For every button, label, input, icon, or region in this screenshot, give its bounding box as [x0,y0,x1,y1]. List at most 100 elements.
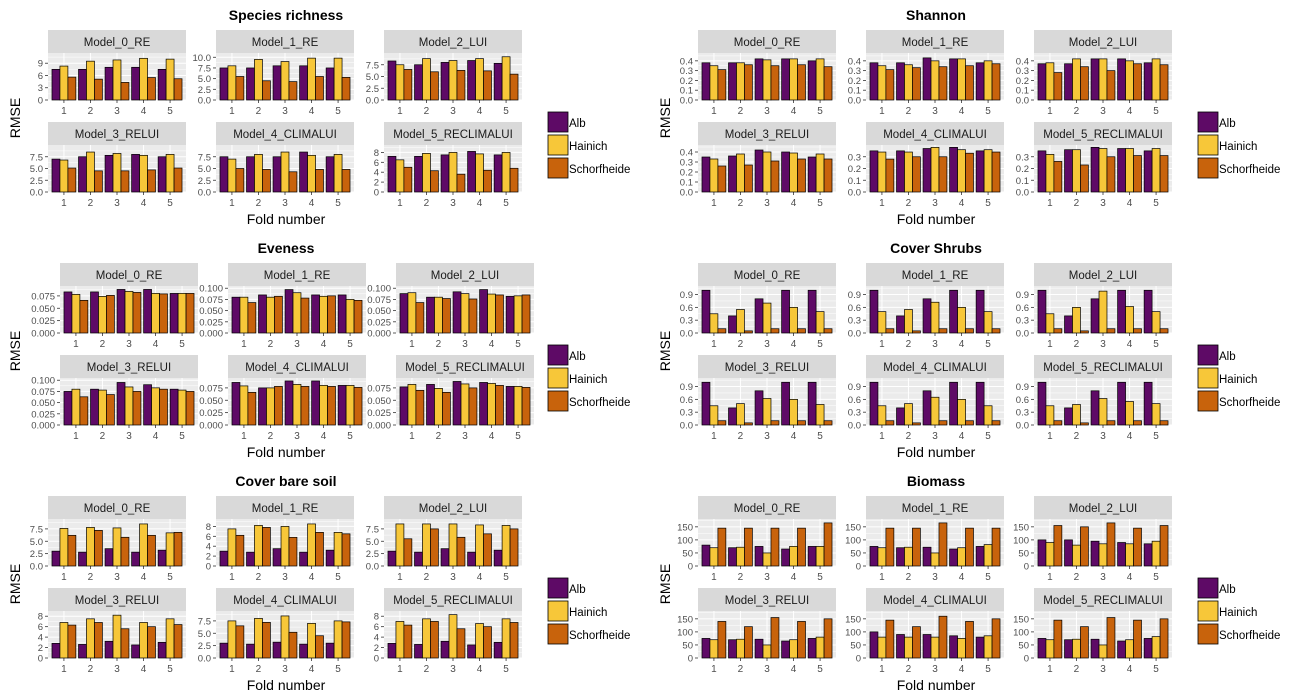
chart-title: Shannon [906,7,966,23]
bar [311,380,320,426]
facet-strip-label: Model_5_RECLIMALUI [393,129,513,141]
x-tick-label: 1 [409,339,415,350]
x-tick-label: 4 [309,198,315,209]
y-tick-label: 8 [374,148,379,159]
bar [157,156,167,193]
bar [173,78,183,101]
y-tick-label: 0.0 [198,96,211,107]
bar [869,631,879,659]
bar [67,167,77,193]
bar [63,291,73,334]
bar [337,294,347,334]
y-tick-label: 50 [850,548,861,559]
bar [949,635,958,659]
bar [728,62,737,101]
bar [94,78,103,101]
bar [219,156,229,193]
facet-strip-label: Model_3_RELUI [87,362,171,374]
chart-title: Species richness [229,7,344,23]
y-axis-label: RMSE [657,98,673,138]
x-tick-label: 5 [503,572,509,583]
bar [1064,639,1073,659]
bar [67,624,77,659]
legend-swatch [547,367,569,389]
bar [258,294,267,334]
bar [728,547,737,567]
x-tick-label: 5 [515,339,521,350]
y-tick-label: 7.5 [198,63,211,74]
bar [717,527,727,567]
y-tick-label: 0.025 [199,317,223,328]
bar [315,532,324,567]
bar [159,388,168,426]
bar [922,148,932,193]
bar [63,391,73,426]
y-tick-label: 0.025 [199,408,223,419]
bar [1080,526,1089,567]
bar [59,622,69,659]
bar [877,547,887,567]
y-tick-label: 2.5 [366,84,379,95]
bar [231,296,241,334]
bar [823,618,833,659]
bar [460,383,470,426]
bar [307,623,316,659]
bar [139,154,148,193]
y-tick-label: 5.0 [366,537,379,548]
y-tick-label: 0.1 [848,176,861,187]
bar [1037,63,1047,101]
bar [147,169,156,193]
bar [86,618,95,659]
bar [333,620,343,659]
bar [280,615,290,659]
bar [422,153,431,193]
bar [709,405,719,426]
bar [1045,313,1055,334]
y-tick-label: 8 [38,612,43,623]
x-tick-label: 1 [711,339,717,350]
y-tick-label: 0.0 [1016,329,1029,340]
bar [403,69,413,101]
bar [965,65,974,101]
y-tick-label: 7.5 [366,60,379,71]
bar [922,298,932,334]
bar [1045,154,1055,193]
legend-label: Hainich [1219,607,1257,619]
y-tick-label: 0.3 [680,408,693,419]
bar [487,383,496,426]
bar [1151,148,1161,193]
y-axis-label: RMSE [7,564,23,604]
bar [98,389,107,426]
bar [387,60,397,101]
x-tick-label: 5 [179,339,185,350]
x-tick-label: 3 [764,431,770,442]
bar [797,621,806,659]
facet-strip-label: Model_5_RECLIMALUI [1043,595,1163,607]
bar [143,384,152,426]
x-tick-label: 4 [309,572,315,583]
bar [157,68,167,101]
x-tick-label: 4 [959,572,965,583]
bar [501,618,511,659]
bar [965,328,974,334]
bar [983,60,993,101]
x-tick-label: 1 [397,198,403,209]
bar [1064,407,1073,426]
bar [938,420,948,426]
bar [1159,155,1169,193]
y-tick-label: 8 [374,612,379,623]
bar [513,386,523,426]
y-tick-label: 0.025 [31,409,55,420]
bar [120,628,130,659]
bar [877,405,887,426]
x-tick-label: 3 [294,339,300,350]
x-tick-label: 1 [229,664,235,675]
x-tick-label: 1 [73,339,79,350]
bar [272,156,282,193]
bar [395,64,405,101]
x-tick-label: 3 [126,431,132,442]
bar [728,155,737,193]
bar [165,618,175,659]
facet-strip-label: Model_4_CLIMALUI [883,362,987,374]
facet-strip-label: Model_1_RE [252,37,319,49]
